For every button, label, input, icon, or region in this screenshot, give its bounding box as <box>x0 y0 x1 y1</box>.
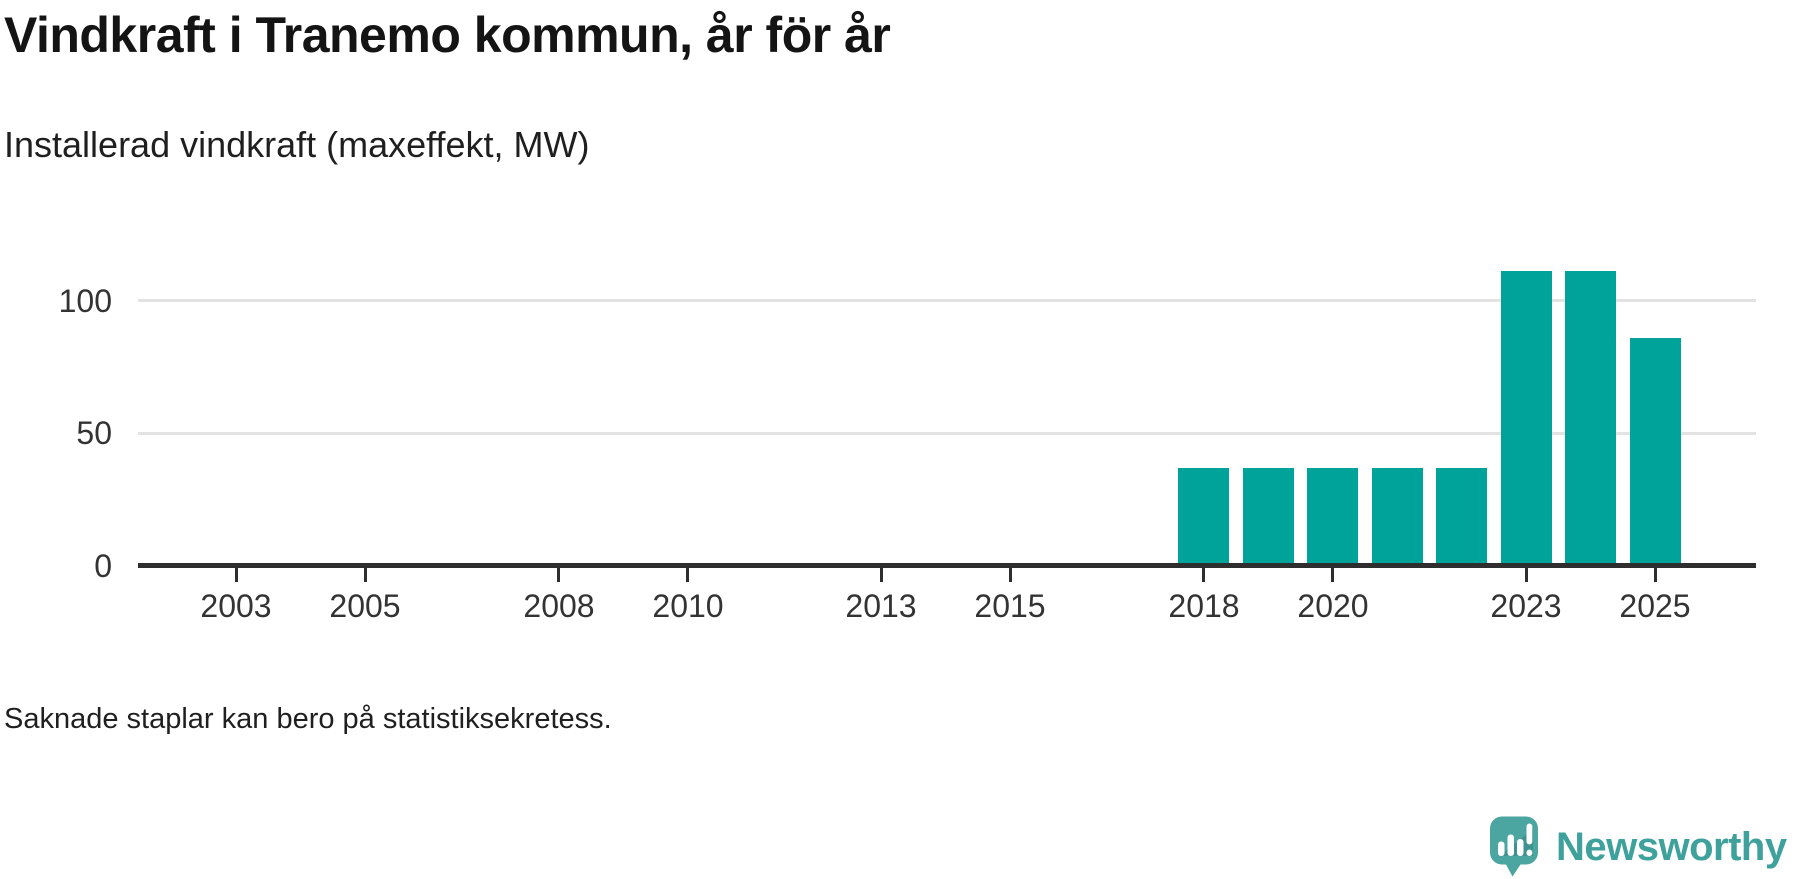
newsworthy-bubble-chart-icon <box>1490 816 1538 877</box>
x-tick-2013 <box>880 568 883 582</box>
x-tick-2015 <box>1009 568 1012 582</box>
x-axis-label-2013: 2013 <box>845 588 917 624</box>
bar-2020 <box>1307 468 1358 565</box>
x-axis-label-2003: 2003 <box>200 588 272 624</box>
y-axis-label-100: 100 <box>58 283 112 319</box>
bar-2022 <box>1436 468 1487 565</box>
x-tick-2018 <box>1202 568 1205 582</box>
gridline-y-100 <box>138 299 1756 302</box>
bar-2021 <box>1372 468 1423 565</box>
y-axis-label-50: 50 <box>76 415 112 451</box>
newsworthy-logo: Newsworthy <box>1489 816 1787 878</box>
x-axis-label-2005: 2005 <box>329 588 401 624</box>
newsworthy-logo-text: Newsworthy <box>1556 824 1787 869</box>
chart-footnote: Saknade staplar kan bero på statistiksek… <box>4 703 612 735</box>
x-axis-line <box>138 563 1756 568</box>
bar-2018 <box>1178 468 1229 565</box>
bar-2024 <box>1565 271 1616 565</box>
chart-title: Vindkraft i Tranemo kommun, år för år <box>4 7 891 63</box>
x-axis-label-2018: 2018 <box>1168 588 1240 624</box>
x-tick-2023 <box>1525 568 1528 582</box>
bar-2019 <box>1243 468 1294 565</box>
gridline-y-50 <box>138 432 1756 435</box>
x-axis-label-2010: 2010 <box>652 588 724 624</box>
y-axis-label-0: 0 <box>94 548 112 584</box>
x-axis-label-2023: 2023 <box>1490 588 1562 624</box>
x-axis-label-2025: 2025 <box>1619 588 1691 624</box>
x-tick-2003 <box>235 568 238 582</box>
x-axis-label-2008: 2008 <box>523 588 595 624</box>
x-tick-2025 <box>1654 568 1657 582</box>
x-tick-2005 <box>364 568 367 582</box>
x-tick-2008 <box>557 568 560 582</box>
x-axis-label-2020: 2020 <box>1297 588 1369 624</box>
bar-chart-plot-area: 0 50 100 2003 2005 2008 2010 2013 2015 2018 2020 20… <box>58 271 1756 624</box>
chart-subtitle: Installerad vindkraft (maxeffekt, MW) <box>4 124 590 165</box>
x-tick-2010 <box>686 568 689 582</box>
bar-2025 <box>1630 338 1681 565</box>
x-axis-label-2015: 2015 <box>974 588 1046 624</box>
x-tick-2020 <box>1331 568 1334 582</box>
bar-2023 <box>1501 271 1552 565</box>
